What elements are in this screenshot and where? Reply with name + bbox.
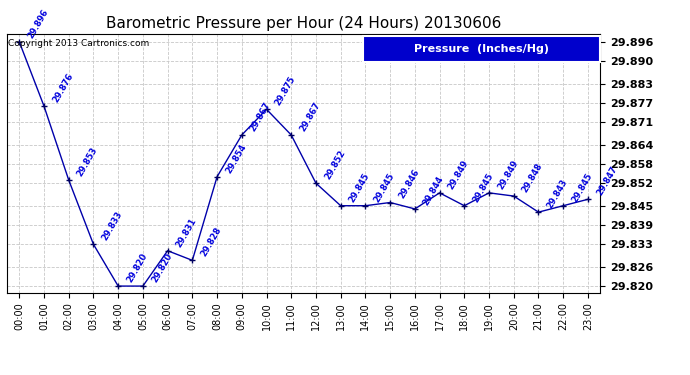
FancyBboxPatch shape [363, 36, 600, 62]
Text: 29.867: 29.867 [248, 100, 273, 133]
Text: 29.831: 29.831 [175, 216, 199, 249]
Text: 29.844: 29.844 [422, 174, 446, 207]
Text: 29.848: 29.848 [521, 162, 544, 194]
Text: 29.845: 29.845 [373, 171, 396, 204]
Text: 29.843: 29.843 [545, 177, 569, 210]
Text: 29.853: 29.853 [76, 146, 99, 178]
Text: Pressure  (Inches/Hg): Pressure (Inches/Hg) [414, 44, 549, 54]
Title: Barometric Pressure per Hour (24 Hours) 20130606: Barometric Pressure per Hour (24 Hours) … [106, 16, 502, 31]
Text: 29.846: 29.846 [397, 168, 421, 200]
Text: 29.849: 29.849 [496, 158, 520, 191]
Text: 29.820: 29.820 [150, 252, 174, 284]
Text: 29.876: 29.876 [51, 72, 75, 104]
Text: 29.854: 29.854 [224, 142, 248, 175]
Text: 29.828: 29.828 [199, 226, 223, 258]
Text: 29.845: 29.845 [570, 171, 594, 204]
Text: 29.852: 29.852 [323, 148, 347, 181]
Text: 29.845: 29.845 [471, 171, 495, 204]
Text: 29.820: 29.820 [125, 252, 149, 284]
Text: 29.875: 29.875 [273, 75, 297, 107]
Text: 29.896: 29.896 [26, 7, 50, 40]
Text: Copyright 2013 Cartronics.com: Copyright 2013 Cartronics.com [8, 39, 149, 48]
Text: 29.833: 29.833 [100, 210, 124, 242]
Text: 29.867: 29.867 [298, 100, 322, 133]
Text: 29.847: 29.847 [595, 165, 619, 197]
Text: 29.845: 29.845 [348, 171, 372, 204]
Text: 29.849: 29.849 [446, 158, 471, 191]
